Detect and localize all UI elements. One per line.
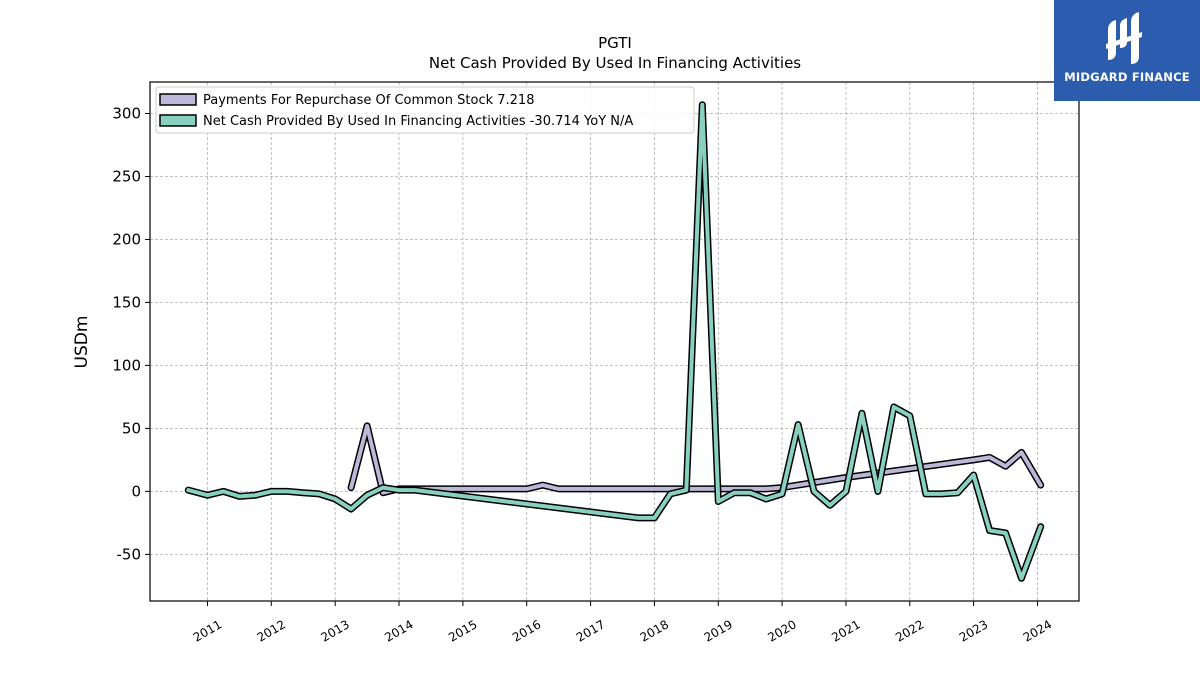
logo-text: MIDGARD FINANCE — [1064, 70, 1190, 84]
x-tick-label: 2020 — [765, 617, 798, 644]
legend-label-financing: Net Cash Provided By Used In Financing A… — [203, 114, 633, 129]
y-tick-label: 300 — [112, 105, 141, 123]
series-line-repurchase-outline — [347, 422, 1045, 497]
legend-box — [155, 86, 695, 134]
logo-mark-icon — [1106, 12, 1142, 64]
x-tick-label: 2013 — [318, 617, 351, 644]
x-tick-label: 2019 — [702, 617, 735, 644]
legend-swatch-financing — [159, 114, 197, 127]
midgard-finance-logo: MIDGARD FINANCE — [1054, 0, 1200, 101]
y-tick-label: 200 — [112, 231, 141, 249]
x-tick-label: 2018 — [638, 617, 671, 644]
grid — [150, 82, 1079, 601]
legend-label-repurchase: Payments For Repurchase Of Common Stock … — [203, 93, 534, 108]
y-tick-label: 50 — [122, 419, 141, 437]
series-line-repurchase — [349, 423, 1043, 495]
y-tick-label: -50 — [117, 545, 142, 563]
series-line-financing — [186, 102, 1043, 581]
x-tick-label: 2011 — [191, 617, 224, 644]
y-axis-label: USDm — [72, 316, 92, 369]
plot-area — [184, 101, 1045, 582]
legend: Payments For Repurchase Of Common Stock … — [155, 86, 695, 134]
y-tick-label: 250 — [112, 168, 141, 186]
x-tick-label: 2024 — [1021, 617, 1054, 644]
chart-subtitle: Net Cash Provided By Used In Financing A… — [429, 54, 801, 72]
x-tick-label: 2015 — [446, 617, 479, 644]
x-tick-label: 2023 — [957, 617, 990, 644]
y-tick-label: 100 — [112, 356, 141, 374]
chart-title: PGTI — [598, 34, 632, 52]
y-tick-label: 0 — [131, 482, 141, 500]
y-tick-label: 150 — [112, 293, 141, 311]
x-tick-label: 2014 — [382, 617, 415, 644]
x-tick-label: 2016 — [510, 617, 543, 644]
plot-frame — [149, 81, 1080, 602]
legend-swatch-repurchase — [159, 93, 197, 106]
x-tick-label: 2022 — [893, 617, 926, 644]
x-tick-label: 2017 — [574, 617, 607, 644]
x-tick-label: 2021 — [829, 617, 862, 644]
series-line-financing-outline — [184, 101, 1045, 582]
x-tick-label: 2012 — [255, 617, 288, 644]
axes: -50 0 50 100 150 200 250 300 2011 2012 2013 2014 201… — [112, 105, 1054, 645]
